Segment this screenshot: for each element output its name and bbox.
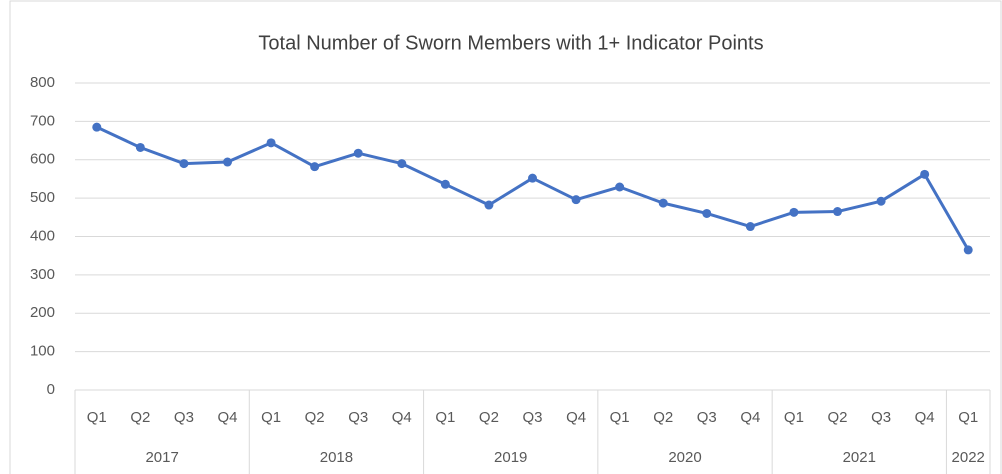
x-tick-label: Q3 bbox=[348, 409, 368, 426]
data-point bbox=[223, 157, 232, 167]
x-group-label: 2022 bbox=[952, 449, 985, 466]
x-group-label: 2020 bbox=[668, 449, 701, 466]
data-point bbox=[702, 208, 712, 218]
x-tick-label: Q1 bbox=[261, 409, 281, 426]
x-tick-label: Q3 bbox=[174, 409, 194, 426]
x-tick-label: Q1 bbox=[610, 409, 630, 426]
data-point bbox=[658, 198, 668, 208]
data-point bbox=[876, 196, 886, 206]
y-tick-label: 100 bbox=[30, 343, 55, 360]
data-point bbox=[920, 169, 930, 179]
y-tick-label: 600 bbox=[30, 151, 55, 168]
x-tick-label: Q1 bbox=[435, 409, 455, 426]
x-tick-label: Q4 bbox=[392, 409, 412, 426]
data-point bbox=[397, 159, 407, 169]
x-tick-label: Q3 bbox=[871, 409, 891, 426]
data-point bbox=[615, 182, 625, 192]
y-tick-label: 700 bbox=[30, 112, 55, 129]
x-tick-label: Q1 bbox=[87, 409, 107, 426]
x-tick-label: Q3 bbox=[522, 409, 542, 426]
x-tick-label: Q2 bbox=[479, 409, 499, 426]
data-point bbox=[789, 207, 799, 217]
x-tick-label: Q4 bbox=[566, 409, 586, 426]
y-tick-label: 800 bbox=[30, 74, 55, 91]
data-point bbox=[963, 245, 973, 255]
data-point bbox=[179, 159, 189, 169]
x-tick-label: Q1 bbox=[958, 409, 978, 426]
x-group-label: 2017 bbox=[145, 449, 178, 466]
x-group-label: 2019 bbox=[494, 449, 527, 466]
chart-title: Total Number of Sworn Members with 1+ In… bbox=[258, 32, 763, 54]
data-point bbox=[440, 179, 450, 189]
y-tick-label: 200 bbox=[30, 304, 55, 321]
y-tick-label: 0 bbox=[47, 381, 55, 398]
data-point bbox=[310, 162, 320, 172]
x-tick-label: Q2 bbox=[827, 409, 847, 426]
data-point bbox=[266, 138, 276, 148]
data-point bbox=[353, 148, 363, 158]
data-point bbox=[571, 195, 581, 205]
x-tick-label: Q4 bbox=[915, 409, 935, 426]
data-point bbox=[528, 173, 537, 183]
x-tick-label: Q2 bbox=[130, 409, 150, 426]
data-point bbox=[135, 142, 145, 152]
x-tick-label: Q3 bbox=[697, 409, 717, 426]
x-tick-label: Q2 bbox=[653, 409, 673, 426]
x-tick-label: Q1 bbox=[784, 409, 804, 426]
data-point bbox=[833, 207, 842, 217]
x-tick-label: Q4 bbox=[217, 409, 237, 426]
x-tick-label: Q2 bbox=[305, 409, 325, 426]
y-tick-label: 400 bbox=[30, 227, 55, 244]
data-point bbox=[92, 122, 102, 132]
chart-border bbox=[9, 0, 1002, 474]
x-tick-label: Q4 bbox=[740, 409, 760, 426]
y-tick-label: 500 bbox=[30, 189, 55, 206]
data-point bbox=[745, 222, 755, 232]
data-point bbox=[484, 200, 494, 210]
x-group-label: 2021 bbox=[843, 449, 876, 466]
x-group-label: 2018 bbox=[320, 449, 353, 466]
y-tick-label: 300 bbox=[30, 266, 55, 283]
